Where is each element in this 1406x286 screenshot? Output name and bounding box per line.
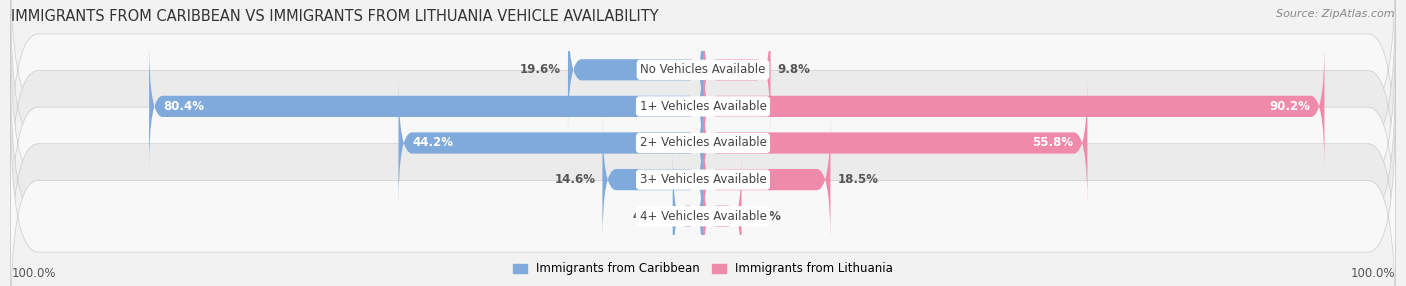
Text: 5.6%: 5.6% [748,210,782,223]
FancyBboxPatch shape [703,154,741,279]
FancyBboxPatch shape [11,0,1395,180]
Text: 14.6%: 14.6% [554,173,596,186]
FancyBboxPatch shape [11,0,1395,217]
FancyBboxPatch shape [602,117,703,242]
Text: 90.2%: 90.2% [1270,100,1310,113]
FancyBboxPatch shape [11,106,1395,286]
FancyBboxPatch shape [398,80,703,206]
Text: 80.4%: 80.4% [163,100,204,113]
Text: 4.4%: 4.4% [633,210,666,223]
Text: IMMIGRANTS FROM CARIBBEAN VS IMMIGRANTS FROM LITHUANIA VEHICLE AVAILABILITY: IMMIGRANTS FROM CARIBBEAN VS IMMIGRANTS … [11,9,659,23]
Text: 18.5%: 18.5% [838,173,879,186]
Text: 3+ Vehicles Available: 3+ Vehicles Available [640,173,766,186]
FancyBboxPatch shape [11,32,1395,254]
FancyBboxPatch shape [703,80,1087,206]
Legend: Immigrants from Caribbean, Immigrants from Lithuania: Immigrants from Caribbean, Immigrants fr… [508,258,898,280]
FancyBboxPatch shape [149,44,703,169]
Text: 4+ Vehicles Available: 4+ Vehicles Available [640,210,766,223]
Text: 2+ Vehicles Available: 2+ Vehicles Available [640,136,766,150]
Text: 44.2%: 44.2% [412,136,453,150]
FancyBboxPatch shape [703,7,770,132]
Text: 100.0%: 100.0% [1350,267,1395,280]
FancyBboxPatch shape [568,7,703,132]
Text: No Vehicles Available: No Vehicles Available [640,63,766,76]
Text: 9.8%: 9.8% [778,63,810,76]
FancyBboxPatch shape [11,69,1395,286]
Text: 55.8%: 55.8% [1032,136,1074,150]
Text: 100.0%: 100.0% [11,267,56,280]
Text: 1+ Vehicles Available: 1+ Vehicles Available [640,100,766,113]
Text: 19.6%: 19.6% [520,63,561,76]
FancyBboxPatch shape [703,44,1324,169]
Text: Source: ZipAtlas.com: Source: ZipAtlas.com [1277,9,1395,19]
FancyBboxPatch shape [703,117,831,242]
FancyBboxPatch shape [672,154,703,279]
